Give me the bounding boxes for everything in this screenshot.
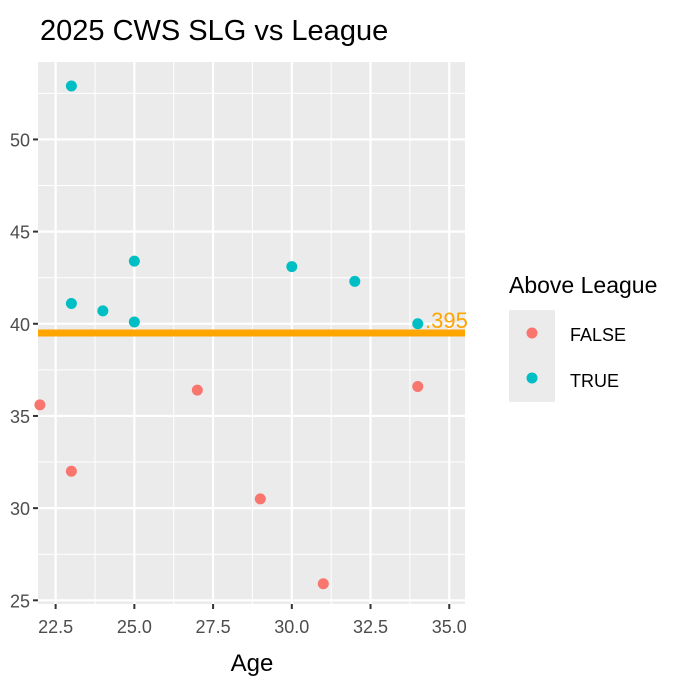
data-points	[34, 80, 424, 590]
legend-key-false	[526, 327, 538, 339]
legend: Above League FALSE TRUE	[509, 272, 657, 402]
legend-key-background	[509, 310, 555, 402]
y-tick-label: 40	[10, 315, 30, 335]
data-point-true	[349, 275, 361, 287]
y-tick-label: 30	[10, 499, 30, 519]
legend-label-false: FALSE	[570, 325, 626, 345]
data-point-true	[128, 316, 140, 328]
y-tick-label: 45	[10, 223, 30, 243]
data-point-true	[128, 255, 140, 267]
data-point-true	[97, 305, 109, 317]
data-point-false	[34, 399, 46, 411]
data-point-true	[65, 298, 77, 310]
x-tick-label: 25.0	[117, 617, 152, 637]
x-tick-label: 35.0	[432, 617, 467, 637]
league-average-label: .395	[425, 308, 468, 333]
data-point-true	[286, 261, 298, 273]
x-tick-label: 22.5	[38, 617, 73, 637]
x-tick-label: 32.5	[353, 617, 388, 637]
data-point-false	[65, 465, 77, 477]
data-point-false	[191, 384, 203, 396]
x-axis-label: Age	[231, 650, 274, 677]
x-tick-label: 30.0	[274, 617, 309, 637]
data-point-true	[412, 318, 424, 330]
y-tick-label: 35	[10, 407, 30, 427]
y-axis: 25 30 35 40 45 50	[10, 130, 38, 611]
legend-key-true	[526, 372, 538, 384]
data-point-false	[317, 578, 329, 590]
x-tick-label: 27.5	[196, 617, 231, 637]
y-tick-label: 50	[10, 130, 30, 150]
data-point-false	[412, 380, 424, 392]
legend-label-true: TRUE	[570, 371, 619, 391]
data-point-true	[65, 80, 77, 92]
data-point-false	[254, 493, 266, 505]
x-axis: 22.5 25.0 27.5 30.0 32.5 35.0	[38, 604, 467, 637]
chart-title: 2025 CWS SLG vs League	[40, 15, 388, 47]
y-tick-label: 25	[10, 591, 30, 611]
legend-title: Above League	[509, 272, 657, 298]
